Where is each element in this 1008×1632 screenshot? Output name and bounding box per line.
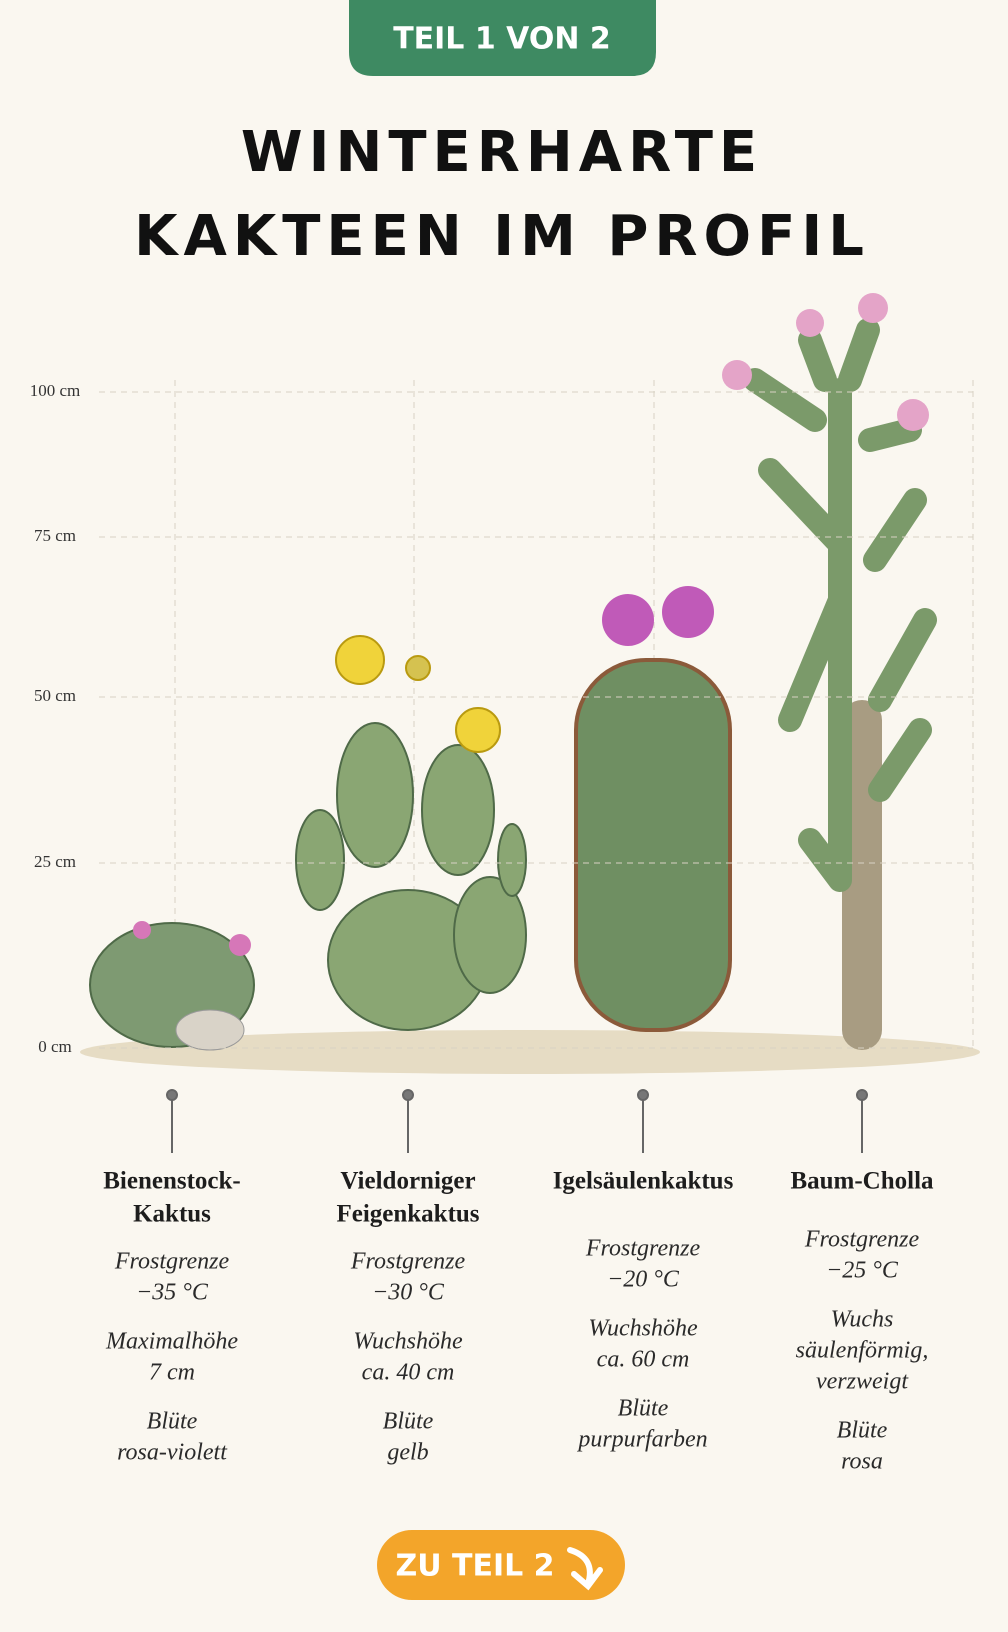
- tick-label: 75 cm: [34, 526, 76, 545]
- fact: purpurfarben: [576, 1427, 707, 1453]
- tick-label: 0 cm: [38, 1037, 72, 1056]
- tick-label: 25 cm: [34, 852, 76, 871]
- cactus-beehive: [89, 921, 255, 1051]
- fact: −20 °C: [607, 1267, 680, 1293]
- fact: rosa-violett: [117, 1440, 228, 1466]
- next-button-label[interactable]: ZU TEIL 2: [395, 1549, 554, 1584]
- fact: Blüte: [147, 1409, 198, 1435]
- badge-text: TEIL 1 VON 2: [393, 22, 611, 57]
- plant-name: Vieldorniger: [340, 1168, 475, 1195]
- fact: Wuchshöhe: [353, 1329, 463, 1355]
- fact: Blüte: [383, 1409, 434, 1435]
- fact: Frostgrenze: [114, 1249, 230, 1275]
- arrow-icon: [567, 1547, 603, 1591]
- fact: −30 °C: [372, 1280, 445, 1306]
- plant-name: Igelsäulenkaktus: [553, 1168, 734, 1195]
- fact: säulenförmig,: [796, 1338, 929, 1364]
- pins: [166, 1089, 868, 1153]
- next-button[interactable]: [377, 1530, 625, 1600]
- plant-name: Baum-Cholla: [790, 1168, 934, 1195]
- fact: Frostgrenze: [350, 1249, 466, 1275]
- fact: rosa: [841, 1449, 883, 1475]
- tick-label: 100 cm: [30, 381, 81, 400]
- tick-label: 50 cm: [34, 686, 76, 705]
- fact: Wuchs: [831, 1307, 894, 1333]
- fact: −25 °C: [826, 1258, 899, 1284]
- cactus-cholla: [722, 293, 937, 1050]
- title: WINTERHARTE: [241, 120, 763, 185]
- badge: [349, 0, 656, 76]
- cactus-opuntia: [295, 635, 527, 1031]
- fact: Frostgrenze: [804, 1227, 920, 1253]
- fact: Blüte: [618, 1396, 669, 1422]
- fact: −35 °C: [136, 1280, 209, 1306]
- title: KAKTEEN IM PROFIL: [134, 204, 870, 269]
- fact: gelb: [387, 1440, 428, 1466]
- plant-name: Feigenkaktus: [336, 1201, 479, 1228]
- ground: [80, 1030, 980, 1074]
- fact: Blüte: [837, 1418, 888, 1444]
- fact: verzweigt: [816, 1369, 909, 1395]
- fact: 7 cm: [149, 1360, 195, 1386]
- fact: Wuchshöhe: [588, 1316, 698, 1342]
- cactus-echinocereus: [574, 586, 732, 1032]
- plant-name: Kaktus: [133, 1201, 211, 1228]
- fact: Maximalhöhe: [105, 1329, 238, 1355]
- fact: Frostgrenze: [585, 1236, 701, 1262]
- plant-name: Bienenstock-: [103, 1168, 241, 1195]
- fact: ca. 60 cm: [597, 1347, 690, 1373]
- fact: ca. 40 cm: [362, 1360, 455, 1386]
